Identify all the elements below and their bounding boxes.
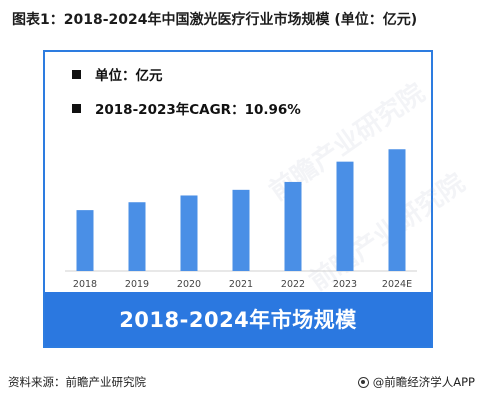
legend-unit-text: 单位：亿元 (95, 68, 163, 84)
bar-2019 (128, 202, 146, 271)
x-tick-label: 2019 (125, 279, 149, 290)
brand-text: @前瞻经济学人APP (372, 375, 475, 389)
legend-cagr-text: 2018-2023年CAGR：10.96% (95, 102, 301, 118)
bar-2023 (336, 161, 354, 271)
square-bullet-icon (72, 103, 81, 113)
bar-2018 (76, 210, 94, 271)
bar-chart: 2018 2019 2020 2021 2022 2023 2024E (65, 149, 417, 290)
x-tick-label: 2021 (229, 279, 253, 290)
x-tick-label: 2024E (382, 279, 412, 290)
x-tick-label: 2022 (281, 279, 305, 290)
legend-unit: 单位：亿元 (72, 64, 163, 84)
brand-logo-icon (357, 376, 369, 388)
x-tick-label: 2018 (73, 279, 97, 290)
chart-frame: 前瞻产业研究院 前瞻产业研究院 单位：亿元 2018-2023年CAGR：10.… (43, 50, 471, 348)
x-tick-label: 2023 (333, 279, 357, 290)
x-tick-label: 2020 (177, 279, 201, 290)
bar-2021 (232, 189, 250, 271)
brand-credit: @前瞻经济学人APP (357, 374, 475, 390)
bar-2020 (180, 195, 198, 271)
source-note: 资料来源：前瞻产业研究院 (8, 375, 146, 389)
legend-cagr: 2018-2023年CAGR：10.96% (72, 98, 301, 118)
bar-2024E (388, 149, 406, 271)
square-bullet-icon (72, 69, 81, 79)
chart-banner: 2018-2024年市场规模 (45, 292, 431, 346)
bar-2022 (284, 181, 302, 271)
figure-title: 图表1：2018-2024年中国激光医疗行业市场规模 (单位：亿元) (12, 12, 418, 28)
